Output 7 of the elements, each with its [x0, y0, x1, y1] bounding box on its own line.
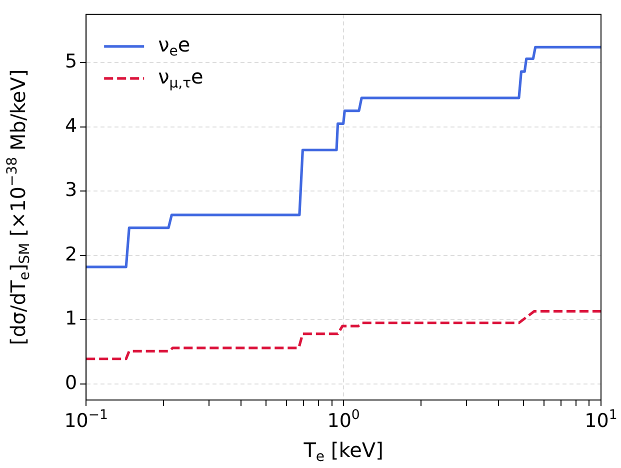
- y-tick-label: 5: [64, 50, 78, 73]
- y-axis-title: [dσ/dTe]SM [×10−38 Mb/keV]: [4, 69, 34, 346]
- y-tick-label: 0: [64, 372, 78, 394]
- y-tick-label: 4: [64, 114, 78, 137]
- y-tick-label: 2: [64, 243, 78, 266]
- y-tick-label: 1: [64, 308, 78, 330]
- y-tick-label: 3: [64, 179, 78, 202]
